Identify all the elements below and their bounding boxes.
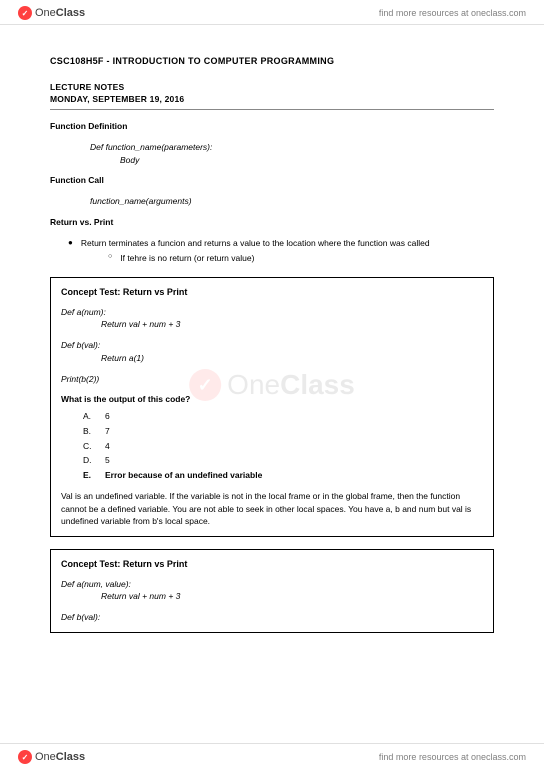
- logo: ✓ OneClass: [18, 6, 85, 20]
- logo-text: OneClass: [35, 7, 85, 19]
- explanation-text: Val is an undefined variable. If the var…: [61, 490, 483, 528]
- logo-text: OneClass: [35, 751, 85, 763]
- option-text: Error because of an undefined variable: [105, 469, 262, 482]
- logo-check-icon: ✓: [18, 6, 32, 20]
- section-func-call-title: Function Call: [50, 174, 494, 187]
- option-text: 5: [105, 454, 110, 467]
- option-letter: E.: [83, 469, 95, 482]
- code-line: Def b(val):: [61, 611, 483, 624]
- option-row: B. 7: [83, 425, 483, 438]
- course-title: CSC108H5F - INTRODUCTION TO COMPUTER PRO…: [50, 55, 494, 69]
- sub-bullet-text: If tehre is no return (or return value): [120, 252, 254, 265]
- option-row: C. 4: [83, 440, 483, 453]
- footer-bar: ✓ OneClass find more resources at onecla…: [0, 743, 544, 770]
- question-title: What is the output of this code?: [61, 393, 483, 406]
- logo-check-icon: ✓: [18, 750, 32, 764]
- code-line: Return val + num + 3: [101, 318, 483, 331]
- section-func-def-title: Function Definition: [50, 120, 494, 133]
- bullet-dot-icon: ●: [68, 237, 73, 250]
- code-line: Def function_name(parameters):: [90, 141, 494, 154]
- sub-bullet-dot-icon: ○: [108, 252, 112, 265]
- code-line: Def b(val):: [61, 339, 483, 352]
- code-line: function_name(arguments): [90, 195, 494, 208]
- concept-box-1: Concept Test: Return vs Print Def a(num)…: [50, 277, 494, 537]
- code-line: Return val + num + 3: [101, 590, 483, 603]
- option-row: D. 5: [83, 454, 483, 467]
- option-letter: A.: [83, 410, 95, 423]
- code-line: Print(b(2)): [61, 373, 483, 386]
- code-line: Body: [120, 154, 494, 167]
- box-title: Concept Test: Return vs Print: [61, 558, 483, 572]
- code-line: Return a(1): [101, 352, 483, 365]
- concept-box-2: Concept Test: Return vs Print Def a(num,…: [50, 549, 494, 633]
- code-line: Def a(num):: [61, 306, 483, 319]
- option-letter: C.: [83, 440, 95, 453]
- lecture-label: LECTURE NOTES: [50, 81, 494, 94]
- option-text: 7: [105, 425, 110, 438]
- footer-logo: ✓ OneClass: [18, 750, 85, 764]
- header-bar: ✓ OneClass find more resources at onecla…: [0, 0, 544, 25]
- option-row: E. Error because of an undefined variable: [83, 469, 483, 482]
- option-letter: D.: [83, 454, 95, 467]
- footer-tagline: find more resources at oneclass.com: [379, 752, 526, 762]
- sub-bullet-item: ○ If tehre is no return (or return value…: [108, 252, 494, 265]
- option-text: 6: [105, 410, 110, 423]
- bullet-item: ● Return terminates a funcion and return…: [68, 237, 494, 250]
- section-return-print-title: Return vs. Print: [50, 216, 494, 229]
- option-row: A. 6: [83, 410, 483, 423]
- header-tagline: find more resources at oneclass.com: [379, 8, 526, 18]
- option-list: A. 6 B. 7 C. 4 D. 5 E. Error because of an undefi…: [83, 410, 483, 482]
- lecture-date: MONDAY, SEPTEMBER 19, 2016: [50, 93, 494, 106]
- divider: [50, 109, 494, 110]
- bullet-text: Return terminates a funcion and returns …: [81, 237, 430, 250]
- option-letter: B.: [83, 425, 95, 438]
- box-title: Concept Test: Return vs Print: [61, 286, 483, 300]
- document-page: CSC108H5F - INTRODUCTION TO COMPUTER PRO…: [0, 25, 544, 633]
- option-text: 4: [105, 440, 110, 453]
- code-line: Def a(num, value):: [61, 578, 483, 591]
